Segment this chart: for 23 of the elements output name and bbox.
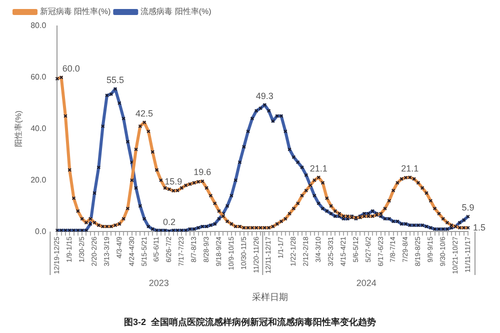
y-tick-label: 40.0	[30, 124, 47, 134]
data-label: 49.3	[256, 90, 274, 101]
legend-label: 新冠病毒 阳性率(%)	[40, 7, 111, 16]
data-label: 21.1	[401, 163, 419, 174]
data-label: 19.6	[194, 167, 212, 178]
text: 2024	[356, 278, 376, 288]
data-label: 42.5	[136, 108, 154, 118]
data-label: 21.1	[310, 163, 328, 174]
x-axis-title: 采样日期	[252, 292, 288, 302]
y-axis-title: 阳性率(%)	[14, 110, 24, 148]
y-tick-label: 20.0	[30, 175, 47, 184]
legend-label: 流感病毒 阳性率(%)	[140, 7, 212, 16]
caption: 图3-2 全国哨点医院流感样病例新冠和流感病毒阳性率变化趋势	[124, 316, 376, 327]
y-tick-label: 60.0	[30, 72, 47, 82]
data-label: 1.5	[473, 222, 486, 232]
text: 2023	[148, 278, 169, 288]
data-label: 0.2	[162, 217, 176, 228]
y-tick-label: 80.0	[30, 21, 47, 30]
data-label: 60.0	[62, 63, 80, 74]
data-label: 15.9	[164, 176, 182, 187]
data-label: 55.5	[106, 74, 124, 85]
data-label: 5.9	[462, 202, 474, 212]
y-tick-label: 0.0	[35, 226, 47, 236]
